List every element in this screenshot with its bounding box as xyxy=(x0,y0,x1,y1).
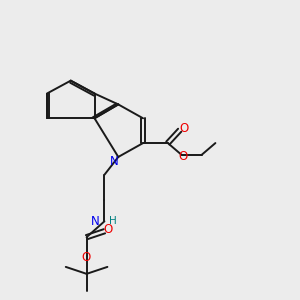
Text: N: N xyxy=(110,155,119,168)
Text: N: N xyxy=(91,215,100,228)
Text: O: O xyxy=(104,223,113,236)
Text: O: O xyxy=(81,251,90,265)
Text: O: O xyxy=(179,122,188,135)
Text: O: O xyxy=(178,150,187,164)
Text: H: H xyxy=(110,216,117,226)
